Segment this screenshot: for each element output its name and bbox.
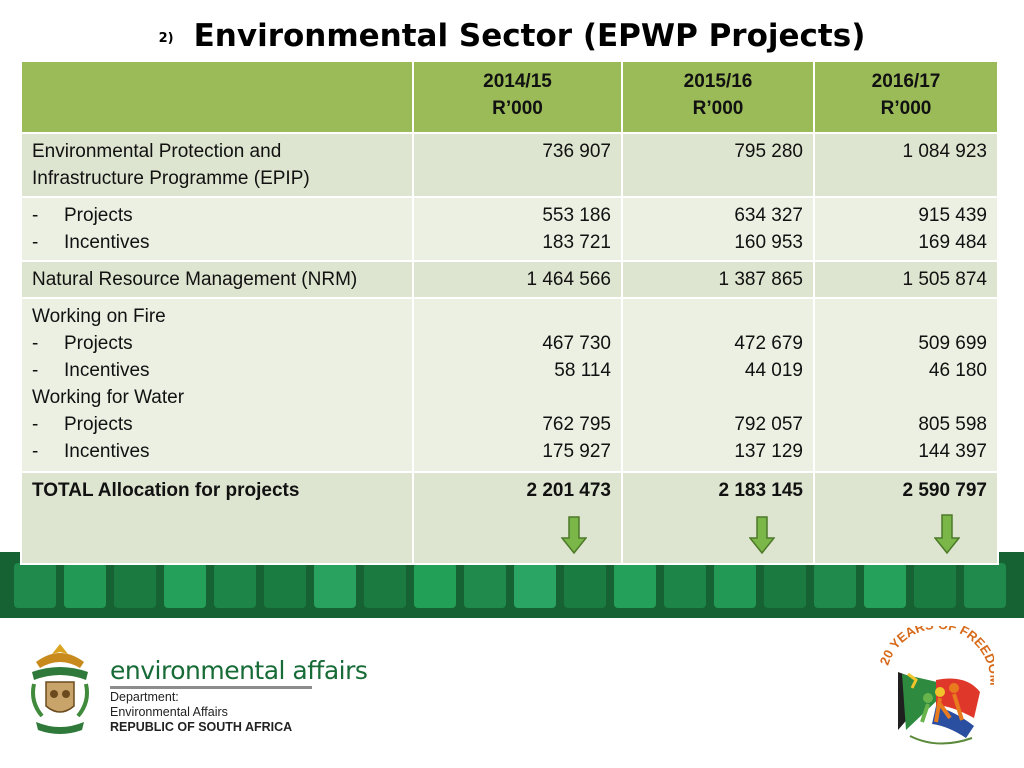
table-row-nrm: Natural Resource Management (NRM) 1 464 …	[20, 260, 999, 299]
header-unit: R’000	[692, 98, 744, 119]
value-cell: 795 280	[621, 132, 815, 198]
department-line: Environmental Affairs	[110, 705, 228, 719]
total-cell: 2 183 145	[621, 471, 815, 565]
header-year-cell: 2015/16 R’000	[621, 60, 815, 134]
band-tile	[814, 563, 856, 608]
header-year-cell: 2014/15 R’000	[412, 60, 623, 134]
freedom-logo-text: 20 YEARS OF FREEDOM	[877, 626, 994, 686]
value-cell: 1 387 865	[621, 260, 815, 299]
band-tile	[564, 563, 606, 608]
band-tile	[114, 563, 156, 608]
twenty-years-of-freedom-logo: 20 YEARS OF FREEDOM	[877, 626, 994, 745]
list-item: - Projects	[32, 414, 133, 435]
table-header-row: 2014/15 R’000 2015/16 R’000 2016/17 R’00…	[20, 60, 999, 134]
table-row-nrm-breakdown: Working on Fire - Projects - Incentives Wo…	[20, 297, 999, 473]
band-tile	[214, 563, 256, 608]
total-cell: 2 590 797	[813, 471, 999, 565]
band-tile	[664, 563, 706, 608]
coat-of-arms-logo	[31, 644, 89, 734]
list-item: - Incentives	[32, 441, 150, 462]
subheading: Working for Water	[32, 387, 185, 408]
header-unit: R’000	[880, 98, 932, 119]
value-cell: 509 699 46 180 805 598 144 397	[813, 297, 999, 473]
value-cell: 1 464 566	[412, 260, 623, 299]
band-tile	[464, 563, 506, 608]
band-tile	[414, 563, 456, 608]
epip-label-line1: Environmental Protection and	[32, 141, 282, 162]
row-label: - Projects - Incentives	[20, 196, 414, 262]
country-line: REPUBLIC OF SOUTH AFRICA	[110, 720, 293, 734]
band-tile	[964, 563, 1006, 608]
list-item: - Projects	[32, 205, 133, 226]
budget-table: 2014/15 R’000 2015/16 R’000 2016/17 R’00…	[20, 60, 999, 565]
table-row-total: TOTAL Allocation for projects 2 201 473 …	[20, 471, 999, 565]
band-tile	[264, 563, 306, 608]
band-tile	[364, 563, 406, 608]
header-label-cell	[20, 60, 414, 134]
header-year: 2014/15	[483, 71, 552, 92]
band-tile	[864, 563, 906, 608]
down-arrow-icon	[934, 514, 960, 554]
value-cell: 1 084 923	[813, 132, 999, 198]
slide-number: 2)	[158, 31, 174, 46]
value-cell: 634 327 160 953	[621, 196, 815, 262]
title-text: Environmental Sector (EPWP Projects)	[193, 18, 866, 54]
row-label: Natural Resource Management (NRM)	[20, 260, 414, 299]
value-cell: 472 679 44 019 792 057 137 129	[621, 297, 815, 473]
list-item: - Incentives	[32, 360, 150, 381]
value-cell: 736 907	[412, 132, 623, 198]
value-cell: 1 505 874	[813, 260, 999, 299]
department-line: Department:	[110, 690, 179, 704]
band-tile	[764, 563, 806, 608]
header-year: 2015/16	[683, 71, 753, 92]
row-label: Working on Fire - Projects - Incentives Wo…	[20, 297, 414, 473]
subheading: Working on Fire	[32, 306, 166, 327]
band-tile	[14, 563, 56, 608]
down-arrow-icon	[561, 516, 587, 554]
band-tile	[314, 563, 356, 608]
band-tile	[914, 563, 956, 608]
list-item: - Projects	[32, 333, 133, 354]
value-cell: 915 439 169 484	[813, 196, 999, 262]
band-tile	[614, 563, 656, 608]
department-divider	[110, 686, 312, 689]
band-tile	[714, 563, 756, 608]
header-unit: R’000	[492, 98, 543, 119]
table-row-epip-breakdown: - Projects - Incentives 553 186 183 721 63…	[20, 196, 999, 262]
total-cell: 2 201 473	[412, 471, 623, 565]
epip-label-line2: Infrastructure Programme (EPIP)	[32, 168, 310, 189]
down-arrow-icon	[749, 516, 775, 554]
value-cell: 553 186 183 721	[412, 196, 623, 262]
department-name: environmental affairs	[110, 656, 368, 685]
band-tile	[164, 563, 206, 608]
row-label: TOTAL Allocation for projects	[20, 471, 414, 565]
header-year: 2016/17	[871, 71, 941, 92]
department-details: Department: Environmental Affairs REPUBL…	[110, 690, 292, 735]
header-year-cell: 2016/17 R’000	[813, 60, 999, 134]
table-row-epip: Environmental Protection and Infrastruct…	[20, 132, 999, 198]
row-label: Environmental Protection and Infrastruct…	[20, 132, 414, 198]
list-item: - Incentives	[32, 232, 150, 253]
band-tile	[514, 563, 556, 608]
band-tile	[64, 563, 106, 608]
page-title: 2) Environmental Sector (EPWP Projects)	[0, 18, 1024, 54]
value-cell: 467 730 58 114 762 795 175 927	[412, 297, 623, 473]
